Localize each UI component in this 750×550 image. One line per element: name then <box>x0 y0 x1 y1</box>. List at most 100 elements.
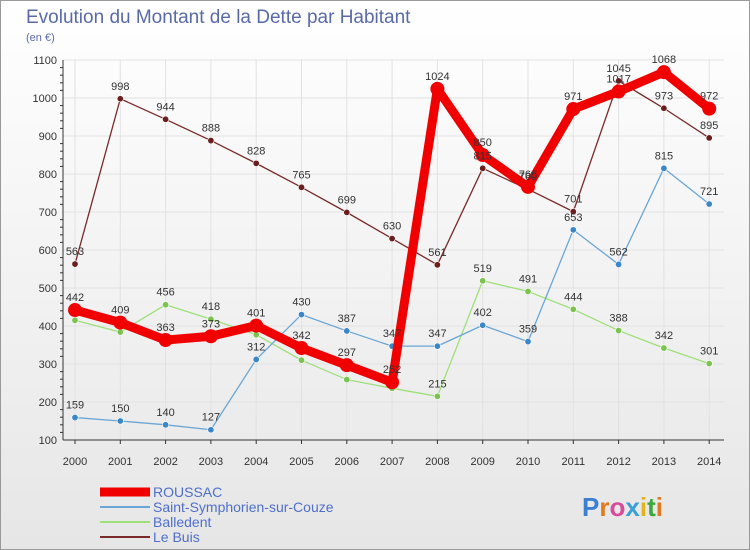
data-point-le-buis <box>660 104 668 112</box>
y-tick-label: 1000 <box>33 93 57 105</box>
data-label: 1024 <box>425 71 449 83</box>
data-point-balledent <box>207 315 215 323</box>
data-point-roussac <box>475 148 490 162</box>
data-label: 347 <box>428 328 446 340</box>
data-label: 409 <box>111 305 129 317</box>
data-point-le-buis <box>388 235 396 243</box>
data-point-saint-symphorien-sur-couze <box>162 421 170 429</box>
x-tick-label: 2003 <box>199 456 223 468</box>
x-tick-label: 2006 <box>335 456 359 468</box>
data-label: 150 <box>111 403 129 415</box>
data-label: 342 <box>292 330 310 342</box>
y-tick-label: 700 <box>39 207 57 219</box>
data-label: 347 <box>383 328 401 340</box>
proxiti-logo: Proxiti <box>582 492 663 522</box>
brand-letter: x <box>625 492 640 522</box>
data-label: 1045 <box>606 63 630 75</box>
data-point-balledent <box>479 277 487 285</box>
data-point-balledent <box>660 344 668 352</box>
data-point-balledent <box>297 356 305 364</box>
x-tick-label: 2008 <box>425 456 449 468</box>
data-point-le-buis <box>297 183 305 191</box>
data-point-saint-symphorien-sur-couze <box>615 260 623 268</box>
data-point-balledent <box>343 376 351 384</box>
x-tick-label: 2001 <box>108 456 132 468</box>
data-point-le-buis <box>116 95 124 103</box>
data-point-le-buis <box>705 134 713 142</box>
data-label: 312 <box>247 341 265 353</box>
data-label: 297 <box>338 347 356 359</box>
x-tick-label: 2013 <box>652 456 676 468</box>
x-tick-label: 2012 <box>606 456 630 468</box>
series-group <box>68 65 717 434</box>
data-label: 442 <box>66 292 84 304</box>
data-point-balledent <box>524 287 532 295</box>
data-point-roussac <box>249 318 264 333</box>
x-tick-label: 2000 <box>63 456 87 468</box>
y-tick-label: 1100 <box>33 55 57 67</box>
data-point-roussac <box>702 101 717 116</box>
data-label: 363 <box>156 322 174 334</box>
y-tick-label: 500 <box>39 283 57 295</box>
x-tick-label: 2014 <box>697 456 721 468</box>
data-point-le-buis <box>569 208 577 216</box>
brand-letter: P <box>582 492 599 522</box>
data-point-balledent <box>116 328 124 336</box>
data-point-saint-symphorien-sur-couze <box>433 342 441 350</box>
data-label: 519 <box>474 263 492 275</box>
data-label: 373 <box>202 318 220 330</box>
x-tick-label: 2002 <box>153 456 177 468</box>
x-tick-label: 2009 <box>470 456 494 468</box>
x-tick-label: 2010 <box>516 456 540 468</box>
data-label: 401 <box>247 308 265 320</box>
data-point-saint-symphorien-sur-couze <box>660 164 668 172</box>
data-label: 388 <box>609 313 627 325</box>
data-label: 973 <box>655 90 673 102</box>
data-label: 760 <box>519 171 537 183</box>
brand-logo: Proxiti <box>582 492 663 522</box>
data-label: 491 <box>519 273 537 285</box>
data-label: 721 <box>700 186 718 198</box>
data-point-saint-symphorien-sur-couze <box>343 327 351 335</box>
brand-letter: o <box>609 492 625 522</box>
y-tick-label: 200 <box>39 397 57 409</box>
brand-letter: i <box>640 492 647 522</box>
data-point-roussac <box>656 65 671 80</box>
x-tick-label: 2004 <box>244 456 268 468</box>
data-label: 1068 <box>652 54 676 66</box>
data-point-saint-symphorien-sur-couze <box>479 321 487 329</box>
brand-letter: t <box>647 492 656 522</box>
y-tick-label: 400 <box>39 321 57 333</box>
data-label: 456 <box>156 287 174 299</box>
data-point-saint-symphorien-sur-couze <box>71 414 79 422</box>
data-label: 653 <box>564 212 582 224</box>
data-label: 699 <box>338 194 356 206</box>
legend-label-roussac: ROUSSAC <box>153 484 222 500</box>
data-label: 972 <box>700 91 718 103</box>
data-point-le-buis <box>207 137 215 145</box>
data-label: 828 <box>247 145 265 157</box>
data-label: 630 <box>383 221 401 233</box>
data-point-roussac <box>385 375 400 390</box>
data-point-le-buis <box>162 115 170 123</box>
chart-title: Evolution du Montant de la Dette par Hab… <box>26 7 411 28</box>
data-label: 140 <box>156 407 174 419</box>
data-point-roussac <box>113 315 128 330</box>
data-label: 252 <box>383 364 401 376</box>
data-point-roussac <box>203 329 218 344</box>
y-tick-label: 800 <box>39 169 57 181</box>
data-label: 359 <box>519 324 537 336</box>
data-labels: 563 998 944 888 828 765 699 630 561 815 760 701 1045… <box>66 54 719 424</box>
data-point-roussac <box>566 102 581 117</box>
data-label: 418 <box>202 301 220 313</box>
data-label: 562 <box>609 246 627 258</box>
x-tick-label: 2005 <box>289 456 313 468</box>
data-label: 766 <box>519 169 537 181</box>
data-point-le-buis <box>615 77 623 85</box>
data-label: 895 <box>700 120 718 132</box>
legend: ROUSSACSaint-Symphorien-sur-CouzeBallede… <box>100 484 334 545</box>
data-point-balledent <box>569 305 577 313</box>
data-label: 998 <box>111 81 129 93</box>
data-point-balledent <box>615 327 623 335</box>
